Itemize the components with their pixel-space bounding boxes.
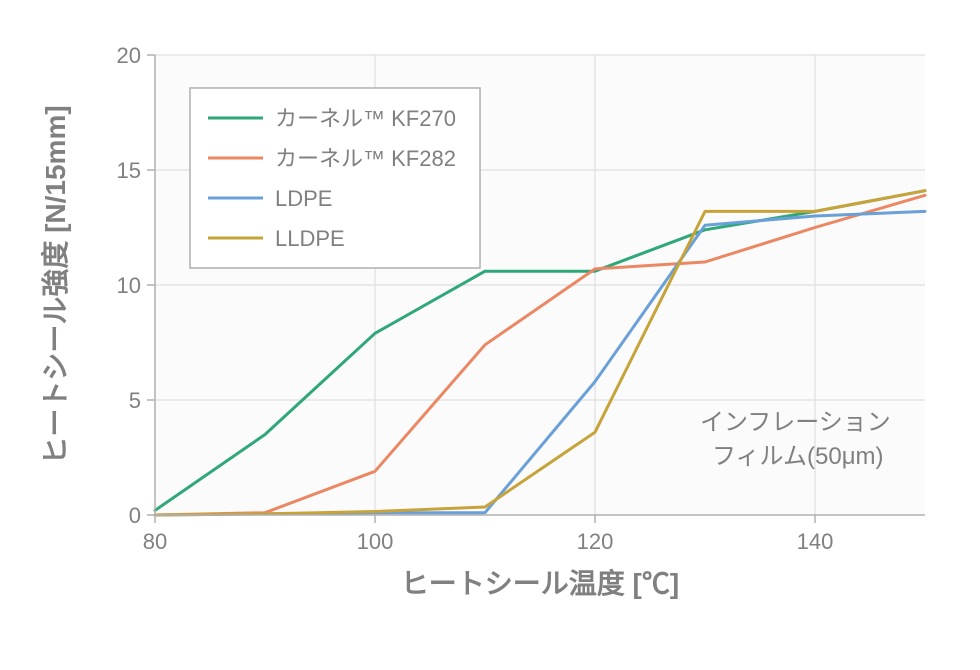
y-tick-label: 20 xyxy=(117,43,141,68)
legend-label: カーネル™ KF270 xyxy=(275,106,456,131)
y-tick-label: 10 xyxy=(117,273,141,298)
legend-label: LDPE xyxy=(275,186,332,211)
chart-container: 0 5 10 15 20 80 100 120 140 ヒートシール温度 [℃] ヒートシール強度 … xyxy=(0,0,980,670)
y-axis-label: ヒートシール強度 [N/15mm] xyxy=(40,105,71,464)
legend-label: LLDPE xyxy=(275,226,345,251)
x-tick-label: 80 xyxy=(143,529,167,554)
y-tick-label: 5 xyxy=(129,388,141,413)
x-tick-label: 140 xyxy=(797,529,834,554)
y-tick-label: 0 xyxy=(129,503,141,528)
y-tick-label: 15 xyxy=(117,158,141,183)
x-tick-label: 120 xyxy=(577,529,614,554)
legend-label: カーネル™ KF282 xyxy=(275,146,456,171)
annotation-line2: フィルム(50μm) xyxy=(712,443,884,470)
annotation-line1: インフレーション xyxy=(700,409,891,436)
x-tick-label: 100 xyxy=(357,529,394,554)
x-axis-label: ヒートシール温度 [℃] xyxy=(401,568,679,599)
line-chart: 0 5 10 15 20 80 100 120 140 ヒートシール温度 [℃] ヒートシール強度 … xyxy=(0,0,980,670)
